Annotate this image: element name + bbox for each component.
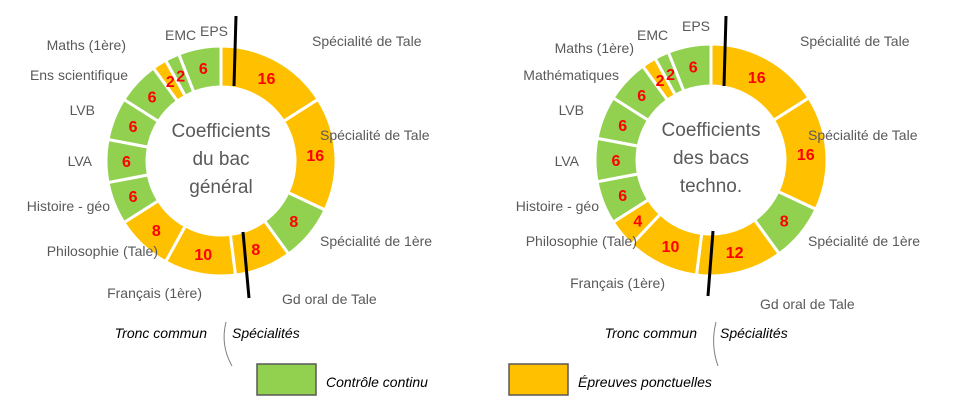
value-label-gd-oral-de-tale: 8 <box>251 242 260 259</box>
value-label-mathematiques: 6 <box>637 88 646 105</box>
segment-emc <box>653 50 686 98</box>
value-label-lvb: 6 <box>129 119 138 136</box>
legend-label-controle-continu: Contrôle continu <box>326 374 428 390</box>
value-label-eps: 6 <box>689 60 698 77</box>
category-label-philosophie-tale: Philosophie (Tale) <box>526 233 637 249</box>
category-label-maths-1ere: Maths (1ère) <box>555 40 634 56</box>
legend-swatch-controle-continu <box>256 363 317 396</box>
category-label-emc: EMC <box>165 27 196 43</box>
category-label-specialite-de-1ere: Spécialité de 1ère <box>808 233 920 249</box>
category-label-lva: LVA <box>68 153 93 169</box>
category-label-francais-1ere: Français (1ère) <box>107 285 202 301</box>
category-label-specialite-de-tale: Spécialité de Tale <box>800 33 910 49</box>
value-label-maths-1ere: 2 <box>166 74 175 91</box>
center-title-line: techno. <box>680 176 742 197</box>
category-label-emc: EMC <box>637 27 668 43</box>
center-title-line: du bac <box>192 149 249 170</box>
category-label-gd-oral-de-tale: Gd oral de Tale <box>760 296 855 312</box>
value-label-francais-1ere: 10 <box>662 239 680 256</box>
category-label-mathematiques: Mathématiques <box>523 67 619 83</box>
value-label-specialite-de-tale: 16 <box>797 147 815 164</box>
value-label-specialite-de-1ere: 8 <box>289 214 298 231</box>
value-label-specialite-de-tale: 16 <box>748 70 766 87</box>
value-label-specialite-de-tale: 16 <box>258 71 276 88</box>
segment-emc <box>163 52 196 99</box>
category-label-specialite-de-tale: Spécialité de Tale <box>312 33 422 49</box>
category-label-eps: EPS <box>200 23 228 39</box>
category-label-ens-scientifique: Ens scientifique <box>30 67 128 83</box>
category-label-specialite-de-1ere: Spécialité de 1ère <box>320 233 432 249</box>
value-label-philosophie-tale: 8 <box>152 223 161 240</box>
category-label-philosophie-tale: Philosophie (Tale) <box>47 243 158 259</box>
category-label-specialite-de-tale: Spécialité de Tale <box>320 127 430 143</box>
center-title-line: Coefficients <box>662 120 761 141</box>
value-label-gd-oral-de-tale: 12 <box>726 245 744 262</box>
separator-line-bottom <box>706 230 715 297</box>
value-label-lva: 6 <box>122 154 131 171</box>
split-label-specialites: Spécialités <box>720 325 788 341</box>
legend-label-epreuves-ponctuelles: Épreuves ponctuelles <box>578 374 712 390</box>
split-label-specialites: Spécialités <box>232 325 300 341</box>
center-title-line: des bacs <box>673 148 749 169</box>
category-label-lvb: LVB <box>559 102 584 118</box>
category-label-histoire-geo: Histoire - géo <box>27 198 110 214</box>
separator-line-bottom <box>241 231 251 299</box>
split-divider-curve <box>713 321 719 367</box>
value-label-ens-scientifique: 6 <box>148 89 157 106</box>
category-label-specialite-de-tale: Spécialité de Tale <box>808 127 918 143</box>
value-label-specialite-de-1ere: 8 <box>780 214 789 231</box>
legend: Contrôle continu Épreuves ponctuelles <box>256 363 712 396</box>
center-title-line: général <box>189 177 252 198</box>
split-divider-curve <box>223 321 233 367</box>
value-label-emc: 2 <box>666 67 675 84</box>
legend-swatch-epreuves-ponctuelles <box>508 363 569 396</box>
value-label-emc: 2 <box>176 68 185 85</box>
category-label-histoire-geo: Histoire - géo <box>516 198 599 214</box>
category-label-gd-oral-de-tale: Gd oral de Tale <box>282 291 377 307</box>
value-label-histoire-geo: 6 <box>618 188 627 205</box>
split-label-tronc-commun: Tronc commun <box>115 325 208 341</box>
value-label-francais-1ere: 10 <box>194 247 212 264</box>
center-title-line: Coefficients <box>172 121 271 142</box>
category-label-maths-1ere: Maths (1ère) <box>47 37 126 53</box>
separator-line-top <box>722 15 728 87</box>
donut-chart-bac-techno: 6 EPS 16 Spécialité de Tale 16 Spécialité de … <box>516 15 920 367</box>
separator-line-top <box>232 15 238 87</box>
value-label-lva: 6 <box>612 153 621 170</box>
split-label-tronc-commun: Tronc commun <box>605 325 698 341</box>
value-label-eps: 6 <box>199 61 208 78</box>
value-label-specialite-de-tale: 16 <box>306 148 324 165</box>
value-label-philosophie-tale: 4 <box>633 214 642 231</box>
value-label-maths-1ere: 2 <box>656 73 665 90</box>
value-label-histoire-geo: 6 <box>129 189 138 206</box>
value-label-lvb: 6 <box>618 118 627 135</box>
donut-chart-bac-general: 6 EPS 16 Spécialité de Tale 16 Spécialité de … <box>27 15 432 367</box>
category-label-lva: LVA <box>555 153 580 169</box>
category-label-lvb: LVB <box>70 102 95 118</box>
category-label-eps: EPS <box>682 18 710 34</box>
category-label-francais-1ere: Français (1ère) <box>570 275 665 291</box>
